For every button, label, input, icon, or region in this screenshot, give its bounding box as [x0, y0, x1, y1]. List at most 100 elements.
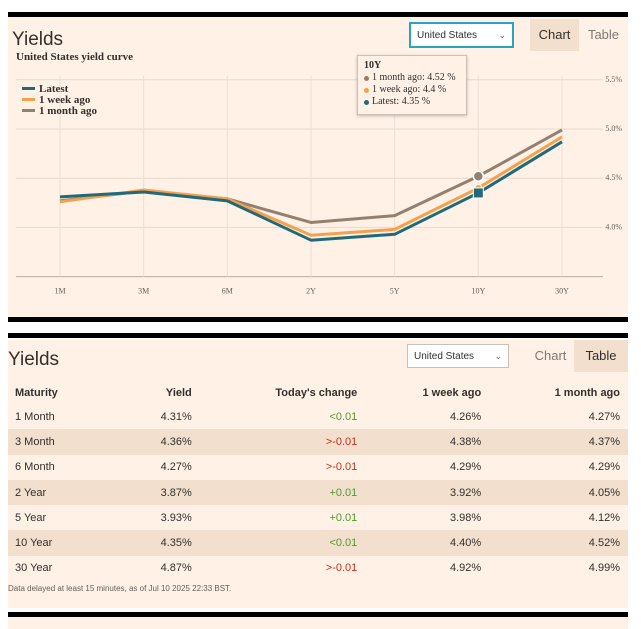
week-ago-cell: 3.98% [450, 511, 482, 524]
x-tick-label: 5Y [390, 287, 400, 296]
maturity-cell: 5 Year [15, 511, 47, 524]
yield-cell: 3.93% [160, 511, 192, 524]
y-tick-label: 5.5% [605, 75, 622, 84]
yield-cell: 3.87% [132, 479, 192, 506]
yield-cell: 4.36% [132, 429, 192, 455]
chart-widget-title: Yields [12, 29, 64, 50]
legend-label: 1 week ago [39, 93, 91, 106]
table-header-row: Maturity Yield Today's change 1 week ago… [8, 382, 628, 404]
tab-table[interactable]: Table [587, 27, 620, 42]
table-row: 5 Year 3.93% +0.01 3.98% 4.12% [8, 505, 628, 530]
chart-tooltip: 10Y 1 month ago: 4.52 % 1 week ago: 4.4 … [357, 55, 467, 115]
change-cell: <0.01 [329, 410, 358, 423]
month-ago-cell: 4.37% [481, 429, 628, 455]
chart-legend: Latest 1 week ago 1 month ago [22, 82, 98, 117]
legend-label: Latest [39, 82, 69, 95]
y-tick-label: 4.5% [605, 173, 622, 182]
month-ago-cell: 4.12% [588, 511, 620, 524]
chevron-down-icon: ⌄ [494, 350, 502, 361]
legend-item-1-week-ago: 1 week ago [22, 93, 97, 106]
column-header-yield: Yield [165, 387, 192, 399]
legend-swatch [22, 98, 35, 101]
tooltip-row-text: Latest: 4.35 % [372, 96, 431, 107]
tooltip-title: 10Y [364, 60, 382, 71]
yields-table: Maturity Yield Today's change 1 week ago… [8, 382, 628, 581]
table-row: 2 Year 3.87% +0.01 3.92% 4.05% [8, 479, 628, 506]
divider-bar [8, 317, 628, 322]
yield-cell: 4.27% [160, 461, 192, 474]
tab-chart[interactable]: Chart [534, 348, 567, 363]
legend-swatch [22, 87, 35, 90]
column-header-1-month-ago: 1 month ago [554, 387, 620, 399]
tab-table[interactable]: Table [574, 340, 628, 372]
chart-panel: Yields United States yield curve United … [8, 17, 628, 317]
bottom-bar [8, 612, 628, 617]
tooltip-row: 1 month ago: 4.52 % [364, 72, 460, 84]
chart-title: United States yield curve [16, 51, 134, 63]
table-row: 1 Month 4.31% <0.01 4.26% 4.27% [8, 404, 628, 429]
legend-label: 1 month ago [39, 104, 98, 117]
x-tick-label: 1M [54, 287, 65, 296]
tooltip-row: 1 week ago: 4.4 % [364, 84, 460, 96]
week-ago-cell: 4.29% [450, 461, 482, 474]
yield-cell: 4.35% [132, 530, 192, 556]
tooltip-row: Latest: 4.35 % [364, 96, 460, 108]
tooltip-dot [364, 87, 369, 93]
tab-chart[interactable]: Chart [530, 19, 579, 51]
tooltip-row-text: 1 week ago: 4.4 % [372, 84, 447, 95]
country-select[interactable]: United States ⌄ [407, 344, 509, 368]
y-tick-label: 4.0% [605, 222, 622, 231]
change-cell: <0.01 [191, 530, 358, 556]
change-cell: >-0.01 [325, 562, 358, 575]
x-tick-label: 10Y [471, 287, 485, 296]
x-tick-label: 2Y [306, 287, 316, 296]
next-panel-edge [8, 617, 628, 629]
country-select-value: United States [414, 350, 475, 362]
yield-cell: 4.31% [160, 410, 192, 423]
legend-item-1-month-ago: 1 month ago [22, 104, 98, 117]
month-ago-cell: 4.99% [588, 562, 620, 575]
week-ago-cell: 3.92% [357, 479, 482, 506]
table-row: 6 Month 4.27% >-0.01 4.29% 4.29% [8, 455, 628, 480]
change-cell: >-0.01 [191, 429, 358, 455]
week-ago-cell: 4.92% [450, 562, 482, 575]
hover-marker-1-month-ago [472, 170, 485, 182]
yield-curve-chart: 1M 3M 6M 2Y 5Y 10Y 30Y 5.5% 5.0% 4.5% 4.0% [16, 75, 622, 296]
country-select-value: United States [417, 29, 478, 41]
column-header-maturity: Maturity [15, 387, 58, 399]
tooltip-row-text: 1 month ago: 4.52 % [372, 72, 456, 83]
maturity-cell: 10 Year [8, 530, 133, 556]
country-select[interactable]: United States ⌄ [409, 22, 514, 48]
month-ago-cell: 4.52% [481, 530, 628, 556]
x-tick-label: 6M [222, 287, 233, 296]
table-panel: Yields United States ⌄ Chart Table Matur… [8, 340, 628, 608]
maturity-cell: 6 Month [15, 461, 55, 474]
table-row: 10 Year 4.35% <0.01 4.40% 4.52% [8, 530, 628, 556]
maturity-cell: 30 Year [15, 562, 53, 575]
column-header-todays-change: Today's change [275, 387, 358, 399]
divider-bar [8, 333, 628, 338]
column-header-1-week-ago: 1 week ago [422, 387, 482, 399]
tooltip-dot [364, 99, 369, 105]
x-tick-label: 30Y [555, 287, 569, 296]
maturity-cell: 1 Month [15, 410, 55, 423]
week-ago-cell: 4.38% [357, 429, 482, 455]
month-ago-cell: 4.29% [588, 461, 620, 474]
y-tick-label: 5.0% [605, 124, 622, 133]
month-ago-cell: 4.27% [588, 410, 620, 423]
top-bar [8, 12, 628, 17]
week-ago-cell: 4.40% [357, 530, 482, 556]
table-widget-title: Yields [8, 349, 60, 370]
month-ago-cell: 4.05% [481, 479, 628, 506]
table-row: 3 Month 4.36% >-0.01 4.38% 4.37% [8, 429, 628, 455]
change-cell: >-0.01 [325, 461, 358, 474]
tooltip-dot [364, 75, 369, 81]
data-delay-footnote: Data delayed at least 15 minutes, as of … [8, 584, 232, 593]
yield-cell: 4.87% [160, 562, 192, 575]
maturity-cell: 2 Year [8, 479, 133, 506]
change-cell: +0.01 [191, 479, 358, 506]
chevron-down-icon: ⌄ [498, 29, 506, 40]
week-ago-cell: 4.26% [450, 410, 482, 423]
hover-marker-latest [472, 187, 484, 199]
legend-item-latest: Latest [22, 82, 97, 95]
